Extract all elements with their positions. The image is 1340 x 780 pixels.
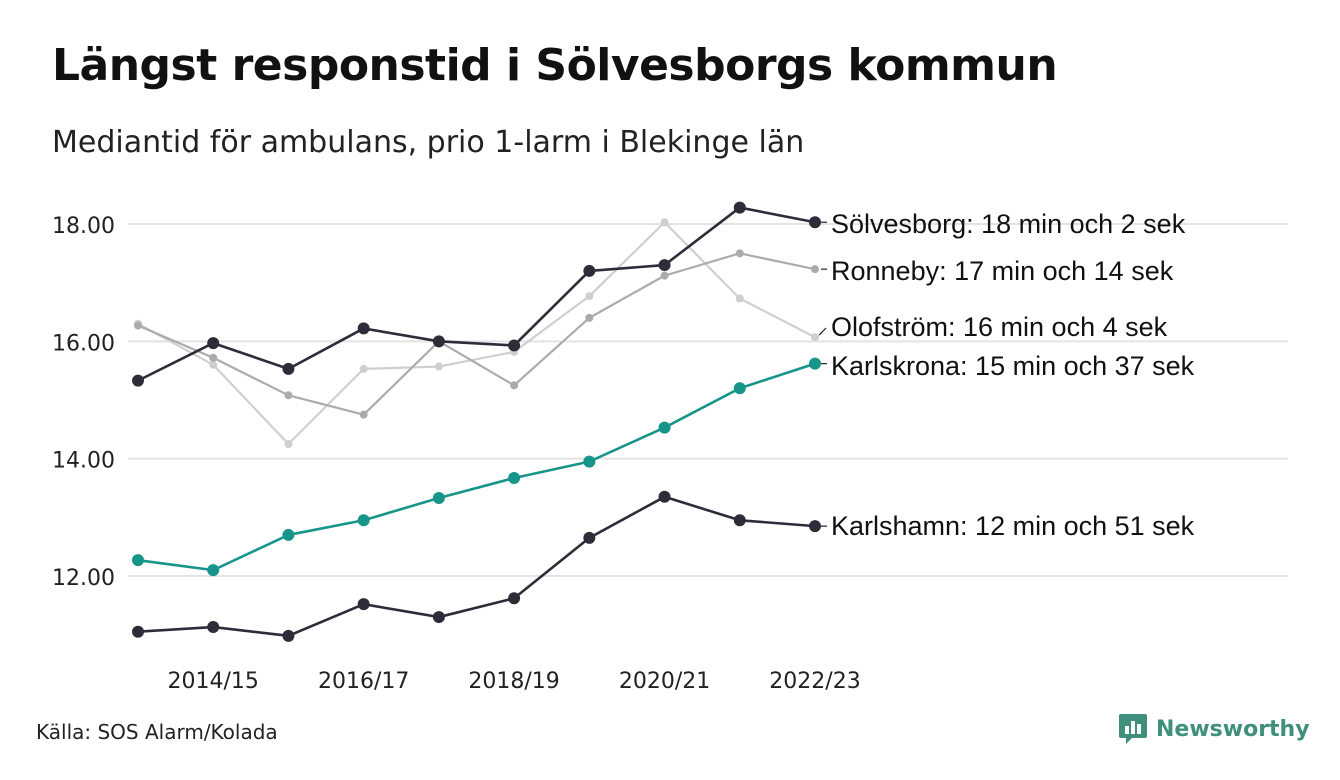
- y-tick-label: 14.00: [52, 449, 115, 474]
- brand-name: Newsworthy: [1156, 716, 1310, 742]
- data-point: [282, 362, 295, 375]
- series-line: [137, 221, 816, 446]
- data-point: [658, 421, 671, 434]
- chart-title: Längst responstid i Sölvesborgs kommun: [52, 40, 1058, 91]
- series-label: Sölvesborg: 18 min och 2 sek: [831, 209, 1186, 239]
- data-point: [357, 322, 370, 335]
- data-point: [284, 440, 293, 448]
- data-point: [583, 264, 596, 277]
- data-point: [207, 337, 220, 350]
- x-tick-label: 2014/15: [168, 669, 259, 694]
- bar-chart-speech-bubble-icon: [1119, 714, 1147, 744]
- data-point: [658, 490, 671, 503]
- data-point: [583, 455, 596, 468]
- series-karlshamn: [132, 490, 821, 642]
- brand-logo[interactable]: Newsworthy: [1118, 712, 1310, 746]
- data-point: [733, 382, 746, 395]
- y-tick-label: 12.00: [52, 566, 115, 591]
- data-point: [809, 216, 821, 229]
- data-point: [809, 520, 821, 533]
- data-point: [508, 592, 521, 605]
- data-point: [432, 335, 445, 348]
- data-point: [585, 313, 594, 322]
- data-point: [209, 353, 218, 362]
- series-line: [137, 362, 816, 572]
- series: [132, 201, 821, 642]
- y-tick-label: 18.00: [52, 214, 115, 239]
- series-line: [137, 495, 816, 638]
- data-point: [359, 410, 368, 419]
- data-point: [207, 564, 220, 577]
- data-point: [132, 374, 144, 387]
- chart-subtitle: Mediantid för ambulans, prio 1-larm i Bl…: [52, 125, 805, 160]
- data-point: [510, 381, 519, 390]
- x-tick-label: 2018/19: [468, 669, 559, 694]
- y-tick-label: 16.00: [52, 331, 115, 356]
- x-tick-label: 2022/23: [769, 669, 860, 694]
- data-point: [357, 598, 370, 611]
- series-label: Karlskrona: 15 min och 37 sek: [831, 351, 1195, 381]
- data-point: [132, 625, 144, 638]
- data-point: [660, 218, 669, 227]
- data-point: [733, 201, 746, 214]
- data-point: [508, 339, 521, 352]
- data-point: [282, 528, 295, 541]
- data-point: [660, 271, 669, 280]
- data-point: [434, 362, 443, 371]
- label-connector: [818, 327, 827, 336]
- x-tick-label: 2020/21: [619, 669, 710, 694]
- series-ronneby: [134, 249, 819, 419]
- data-point: [432, 491, 445, 504]
- x-axis-ticks: 2014/15 2016/17 2018/19 2020/21 2022/23: [168, 669, 861, 694]
- gridlines: [128, 223, 1288, 577]
- data-point: [811, 265, 819, 274]
- data-point: [207, 621, 220, 634]
- data-point: [811, 333, 819, 342]
- data-point: [735, 249, 744, 258]
- data-point: [809, 357, 821, 370]
- data-point: [357, 514, 370, 527]
- data-point: [132, 554, 144, 567]
- data-point: [583, 531, 596, 544]
- series-label: Ronneby: 17 min och 14 sek: [831, 256, 1174, 286]
- data-point: [432, 611, 445, 624]
- data-point: [733, 514, 746, 527]
- data-point: [134, 321, 142, 330]
- x-tick-label: 2016/17: [318, 669, 409, 694]
- data-point: [209, 360, 218, 369]
- data-point: [282, 629, 295, 642]
- series-sölvesborg: [132, 201, 821, 387]
- data-point: [508, 472, 521, 485]
- series-line: [137, 206, 816, 382]
- data-point: [359, 364, 368, 373]
- y-axis-ticks: 12.00 14.00 16.00 18.00: [52, 214, 115, 591]
- data-point: [284, 391, 293, 400]
- data-point: [658, 259, 671, 272]
- source-note: Källa: SOS Alarm/Kolada: [36, 720, 278, 744]
- series-olofström: [134, 218, 819, 448]
- series-label: Olofström: 16 min och 4 sek: [831, 312, 1168, 342]
- data-point: [735, 294, 744, 303]
- series-label: Karlshamn: 12 min och 51 sek: [831, 511, 1195, 541]
- data-point: [585, 292, 594, 301]
- series-karlskrona: [132, 357, 821, 577]
- series-end-labels: Olofström: 16 min och 4 sek Ronneby: 17 m…: [818, 209, 1195, 541]
- series-line: [137, 252, 816, 416]
